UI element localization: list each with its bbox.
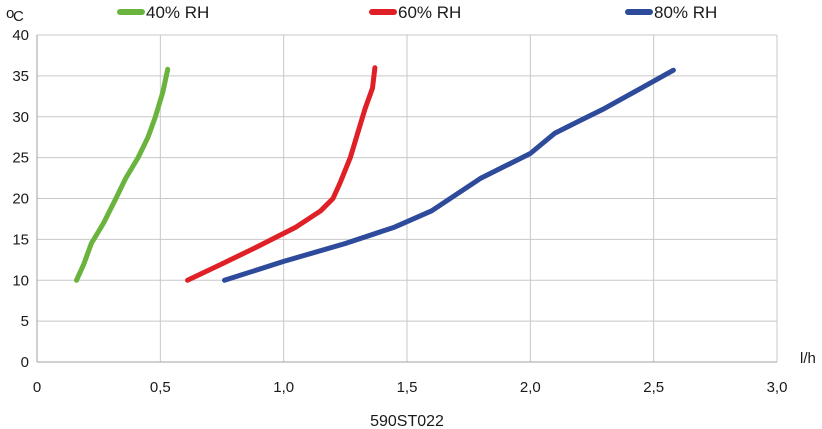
y-tick-label: 0 [21,354,29,371]
x-tick-label: 2,5 [643,379,664,396]
legend: 40% RH 60% RH 80% RH [117,3,717,22]
x-tick-label: 1,5 [397,379,418,396]
legend-item-40-rh: 40% RH [117,3,209,22]
x-tick-label: 0,5 [150,379,171,396]
grid [37,34,778,362]
x-tick-label: 1,0 [273,379,294,396]
legend-label: 80% RH [654,3,717,22]
y-tick-label: 5 [21,313,29,330]
axes: 0 5 10 15 20 25 30 35 40 0 0,5 1,0 1,5 2,0 2,5 3,0 [12,27,787,396]
series-line-60-rh [185,65,378,283]
y-tick-label: 35 [12,68,29,85]
y-tick-label: 30 [12,109,29,126]
y-tick-label: 10 [12,272,29,289]
legend-label: 60% RH [398,3,461,22]
series-line-80-rh [222,67,676,283]
y-tick-label: 25 [12,150,29,167]
legend-item-80-rh: 80% RH [625,3,717,22]
x-tick-label: 2,0 [520,379,541,396]
y-tick-label: 20 [12,191,29,208]
y-axis-label-prefix: o [6,5,14,22]
series-layer [74,65,676,283]
legend-item-60-rh: 60% RH [369,3,461,22]
x-axis-label: l/h [800,350,816,367]
x-tick-label: 3,0 [767,379,788,396]
y-axis-label: C [13,8,24,25]
chart-caption: 590ST022 [370,413,444,429]
y-tick-label: 40 [12,27,29,44]
y-tick-label: 15 [12,231,29,248]
series-line-40-rh [74,66,171,283]
x-tick-label: 0 [33,379,41,396]
legend-label: 40% RH [146,3,209,22]
